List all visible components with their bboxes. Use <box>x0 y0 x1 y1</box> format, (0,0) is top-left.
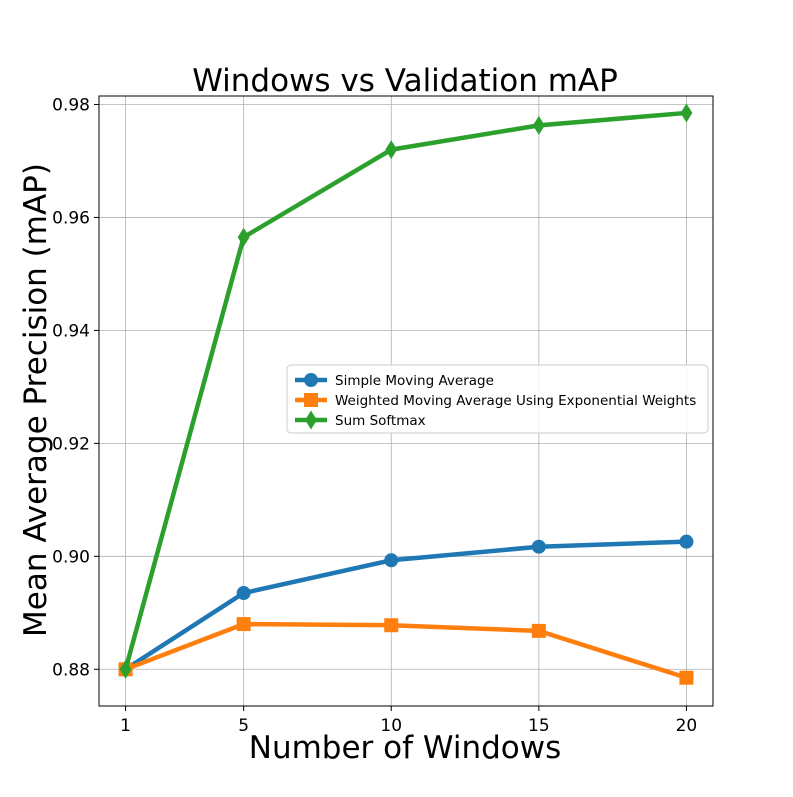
legend-marker <box>304 393 318 407</box>
y-tick-label: 0.90 <box>52 547 90 567</box>
x-tick-label: 15 <box>528 716 550 736</box>
x-axis-label: Number of Windows <box>249 730 562 766</box>
legend: Simple Moving Average Weighted Moving Ave… <box>286 364 709 434</box>
y-tick-label: 0.96 <box>52 208 90 228</box>
data-point <box>119 659 132 679</box>
data-point <box>531 623 546 638</box>
y-tick-label: 0.88 <box>52 660 90 680</box>
x-tick-label: 5 <box>238 716 249 736</box>
legend-marker <box>304 373 318 387</box>
legend-box <box>286 364 709 434</box>
data-point <box>679 670 694 685</box>
y-tick-label: 0.98 <box>52 95 90 115</box>
legend-label: Sum Softmax <box>335 413 426 429</box>
data-point <box>236 586 251 601</box>
legend-label: Simple Moving Average <box>335 373 494 389</box>
axes: 1 5 10 15 200.880.900.920.940.960.98 <box>52 95 697 736</box>
series-layer <box>118 103 694 685</box>
data-point <box>680 103 693 123</box>
y-tick-label: 0.94 <box>52 321 90 341</box>
x-tick-label: 1 <box>120 716 131 736</box>
data-point <box>385 140 398 160</box>
data-point <box>236 617 251 632</box>
legend-item: Weighted Moving Average Using Exponentia… <box>295 393 696 409</box>
legend-marker <box>305 410 317 430</box>
series-3 <box>119 103 693 679</box>
legend-item: Simple Moving Average <box>295 373 494 389</box>
plot-frame <box>98 95 714 707</box>
data-point <box>531 539 546 554</box>
data-point <box>679 534 694 549</box>
chart-title: Windows vs Validation mAP <box>192 63 618 99</box>
y-axis-label: Mean Average Precision (mAP) <box>18 163 54 637</box>
x-tick-label: 10 <box>380 716 402 736</box>
legend-label: Weighted Moving Average Using Exponentia… <box>335 393 696 409</box>
y-tick-label: 0.92 <box>52 434 90 454</box>
x-tick-label: 20 <box>676 716 698 736</box>
data-point <box>384 553 399 568</box>
data-point <box>384 618 399 633</box>
data-point <box>237 227 250 247</box>
data-point <box>532 115 545 135</box>
legend-item: Sum Softmax <box>295 410 426 430</box>
